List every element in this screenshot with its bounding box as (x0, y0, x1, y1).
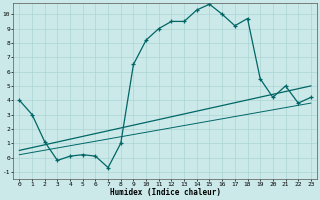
X-axis label: Humidex (Indice chaleur): Humidex (Indice chaleur) (110, 188, 220, 197)
